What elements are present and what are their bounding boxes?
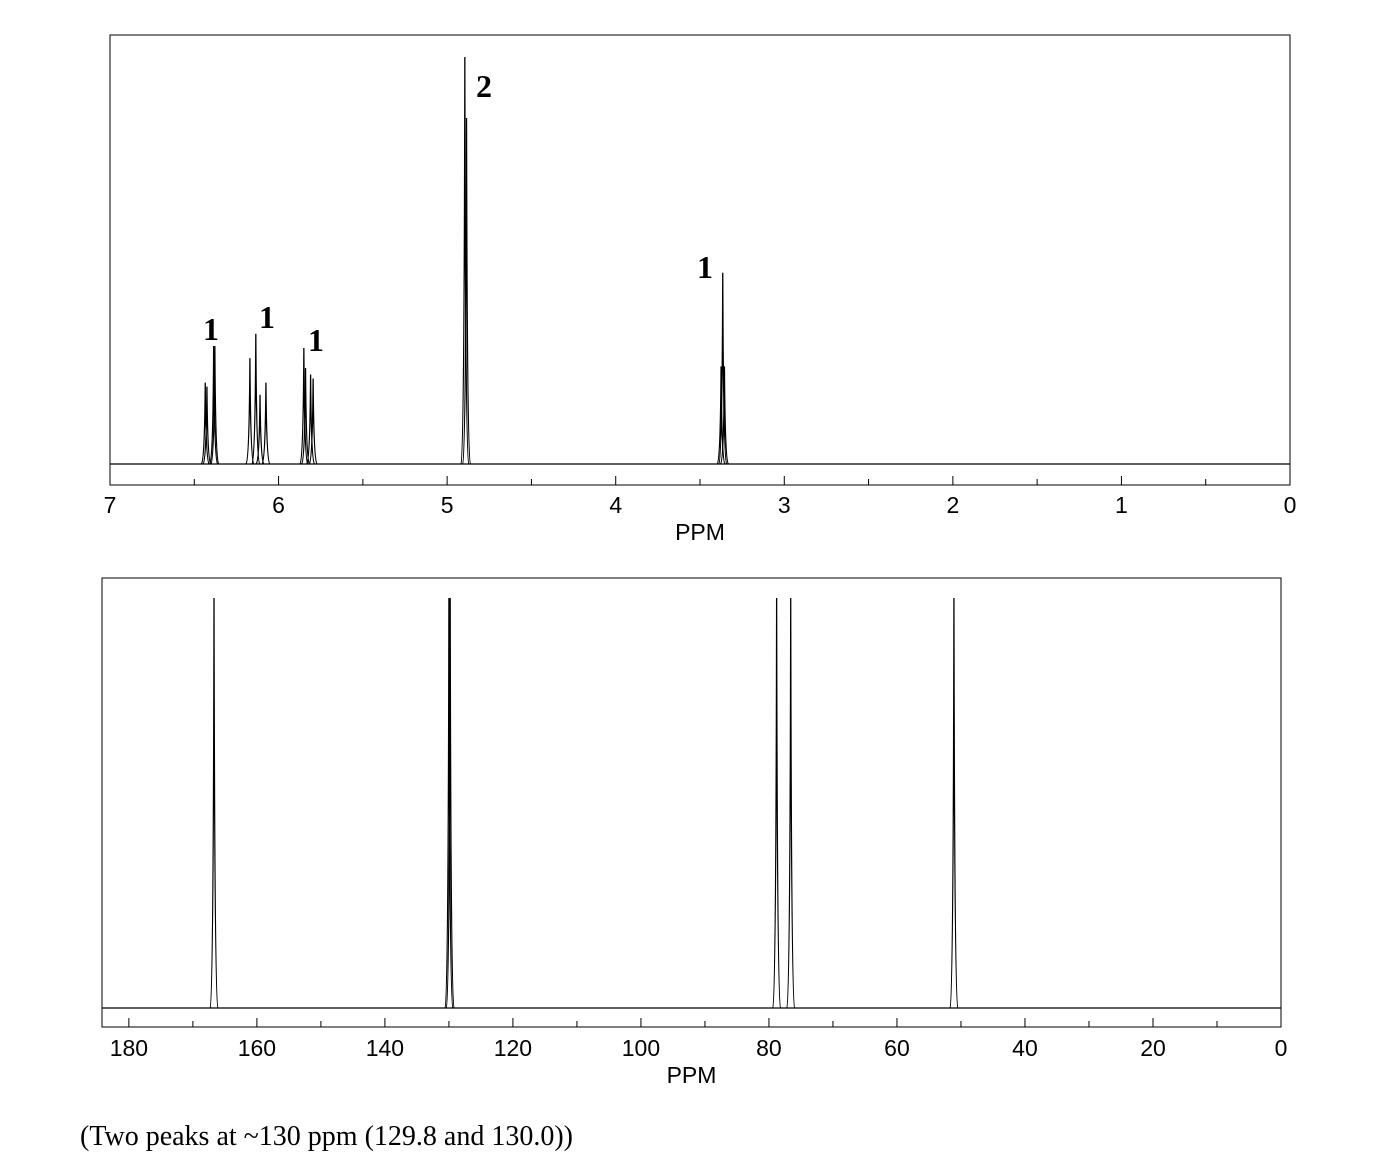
- x-axis-label: PPM: [675, 519, 725, 545]
- x-tick-label: 180: [110, 1035, 148, 1061]
- x-axis-label: PPM: [667, 1062, 717, 1088]
- x-tick-label: 2: [946, 492, 959, 518]
- integration-label: 1: [203, 311, 219, 347]
- peak: [308, 378, 318, 465]
- x-tick-label: 40: [1012, 1035, 1038, 1061]
- x-tick-label: 6: [272, 492, 285, 518]
- x-tick-label: 7: [104, 492, 117, 518]
- x-tick-label: 160: [238, 1035, 276, 1061]
- x-tick-label: 4: [609, 492, 622, 518]
- plot-frame: [101, 577, 1282, 1028]
- x-tick-label: 1: [1115, 492, 1128, 518]
- peak: [460, 56, 470, 465]
- x-tick-label: 0: [1284, 492, 1297, 518]
- peak: [461, 118, 472, 465]
- peak: [786, 597, 796, 1009]
- peak: [300, 367, 311, 465]
- peak: [299, 348, 309, 465]
- peak: [445, 597, 455, 1009]
- peak: [771, 597, 782, 1009]
- peak: [255, 394, 265, 465]
- peak: [200, 382, 210, 465]
- x-tick-label: 0: [1275, 1035, 1288, 1061]
- peak: [261, 382, 271, 465]
- integration-label: 1: [697, 249, 713, 285]
- x-tick-label: 80: [756, 1035, 782, 1061]
- peak: [718, 272, 728, 465]
- peak: [209, 345, 219, 465]
- integration-label: 1: [308, 322, 324, 358]
- x-tick-label: 120: [494, 1035, 532, 1061]
- x-tick-label: 20: [1140, 1035, 1166, 1061]
- x-tick-label: 140: [366, 1035, 404, 1061]
- integration-label: 2: [476, 68, 492, 104]
- peak: [949, 597, 959, 1009]
- peak: [306, 374, 316, 465]
- x-tick-label: 3: [778, 492, 791, 518]
- peak: [444, 597, 454, 1009]
- x-tick-label: 100: [622, 1035, 660, 1061]
- peak: [210, 345, 220, 465]
- integration-label: 1: [259, 299, 275, 335]
- peak: [716, 366, 726, 465]
- x-tick-label: 5: [441, 492, 454, 518]
- peak: [209, 597, 219, 1009]
- caption: (Two peaks at ~130 ppm (129.8 and 130.0)…: [80, 1121, 573, 1152]
- peak: [202, 386, 212, 465]
- peak: [719, 366, 730, 465]
- peak: [245, 358, 255, 465]
- x-tick-label: 60: [884, 1035, 910, 1061]
